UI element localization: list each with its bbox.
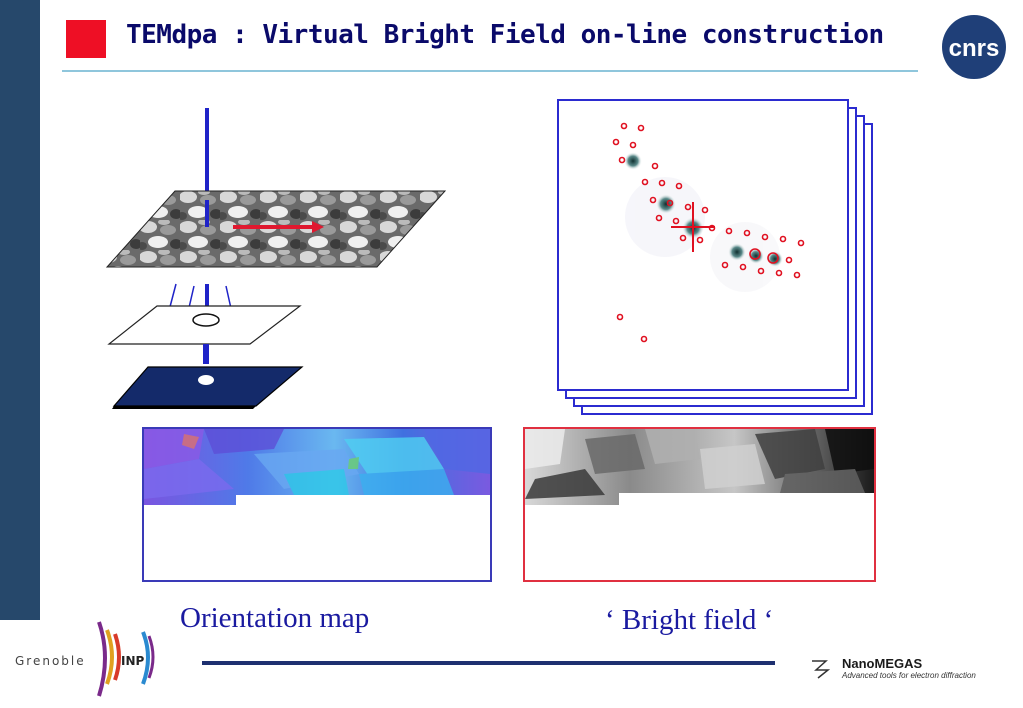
reflection-markers [612,122,805,343]
orientation-map [142,427,492,582]
aperture-hole [192,313,220,327]
grenoble-inp-logo: Grenoble INP [15,621,155,697]
cnrs-logo: cnrs [942,15,1006,79]
diffraction-pattern [557,99,849,391]
tem-schematic [105,108,447,409]
grenoble-inp-text: INP [121,654,145,668]
bright-field-image [525,429,874,505]
detector-plane [112,366,304,407]
nanomegas-icon [812,660,831,679]
slide-title: TEMdpa : Virtual Bright Field on-line co… [126,20,884,50]
orientation-map-image [144,429,490,505]
nanomegas-name: NanoMEGAS [842,656,923,671]
red-square-icon [66,20,106,58]
sidebar-band [0,0,40,620]
orientation-map-caption: Orientation map [180,602,370,634]
nanomegas-logo: NanoMEGAS Advanced tools for electron di… [808,656,1008,686]
sidebar-notch [0,0,40,80]
grenoble-logo-text: Grenoble [15,654,86,668]
title-divider [62,70,918,72]
cnrs-logo-text: cnrs [949,35,1000,62]
diffraction-pattern-stack [557,99,873,415]
detector-spot [198,375,214,385]
bright-field-map [523,427,876,582]
bright-field-caption: ‘ Bright field ‘ [605,604,774,636]
nanomegas-tagline: Advanced tools for electron diffraction [842,671,976,680]
footer-divider [202,661,775,665]
